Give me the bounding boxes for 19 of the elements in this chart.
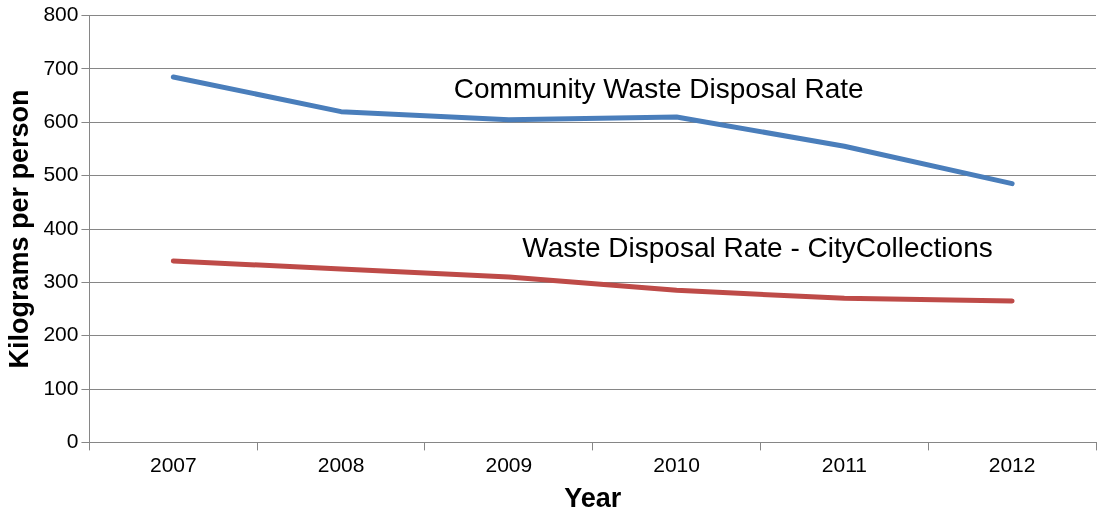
y-tick-label: 800 [43,2,79,26]
x-tick-label: 2011 [821,452,867,476]
x-tick-label: 2007 [149,452,197,476]
x-tick-label: 2010 [653,452,700,476]
y-tick-label: 300 [43,269,79,293]
y-tick-label: 700 [43,55,79,79]
x-axis-title: Year [564,483,622,514]
x-tick-label: 2012 [988,452,1036,476]
y-tick-label: 200 [43,322,79,346]
y-tick-label: 500 [43,162,79,186]
y-tick-label: 0 [66,429,79,453]
y-tick-label: 100 [43,375,79,399]
y-axis-title: Kilograms per person [3,89,34,369]
x-tick-label: 2008 [317,452,365,476]
y-tick-label: 600 [43,109,79,133]
y-tick-label: 400 [43,215,79,239]
series-label: Community Waste Disposal Rate [453,72,864,104]
x-tick-label: 2009 [485,452,533,476]
series-label: Waste Disposal Rate - CityCollections [522,231,993,263]
